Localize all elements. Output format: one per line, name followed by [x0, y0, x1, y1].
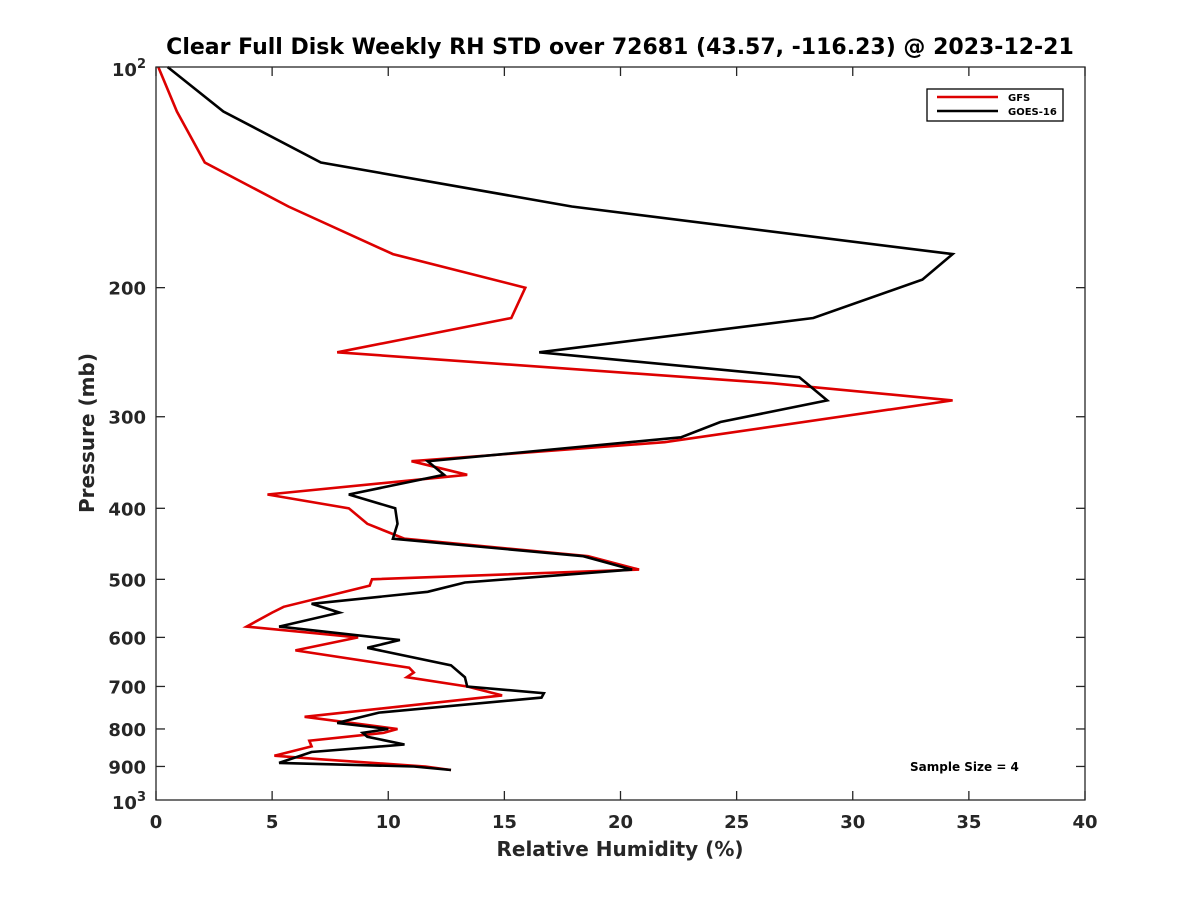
x-tick-label: 30 [840, 812, 865, 833]
y-tick-label: 600 [108, 628, 146, 649]
series-line-gfs [157, 66, 953, 772]
plot-lines [157, 65, 956, 772]
legend-box [926, 88, 1064, 122]
x-axis-label: Relative Humidity (%) [496, 837, 743, 861]
x-tick-label: 15 [492, 812, 517, 833]
axes-box [155, 66, 1086, 801]
y-tick-label: 700 [108, 677, 146, 698]
y-axis: 200 300 400 500 600 700 800 900 102 103 [108, 57, 1085, 814]
legend-label-goes-16: GOES-16 [1008, 107, 1057, 118]
series-line-goes-16 [166, 65, 956, 772]
x-tick-label: 40 [1072, 812, 1097, 833]
sample-size-annotation: Sample Size = 4 [910, 760, 1019, 774]
x-axis: 0 5 10 15 20 25 30 35 40 [150, 67, 1098, 833]
legend: GFS GOES-16 [926, 88, 1064, 122]
y-tick-label-bottom: 103 [112, 790, 146, 814]
legend-label-gfs: GFS [1008, 93, 1030, 104]
x-tick-label: 10 [376, 812, 401, 833]
y-tick-label: 900 [108, 757, 146, 778]
x-tick-label: 35 [956, 812, 981, 833]
y-tick-label: 800 [108, 720, 146, 741]
x-tick-label: 5 [266, 812, 279, 833]
chart-title: Clear Full Disk Weekly RH STD over 72681… [166, 35, 1074, 60]
y-tick-label: 300 [108, 408, 146, 429]
x-tick-label: 20 [608, 812, 633, 833]
x-tick-label: 0 [150, 812, 163, 833]
y-tick-label-top: 102 [112, 57, 146, 81]
y-tick-label: 400 [108, 499, 146, 520]
y-tick-label: 200 [108, 279, 146, 300]
y-tick-label: 500 [108, 570, 146, 591]
x-tick-label: 25 [724, 812, 749, 833]
y-axis-label: Pressure (mb) [75, 353, 99, 513]
